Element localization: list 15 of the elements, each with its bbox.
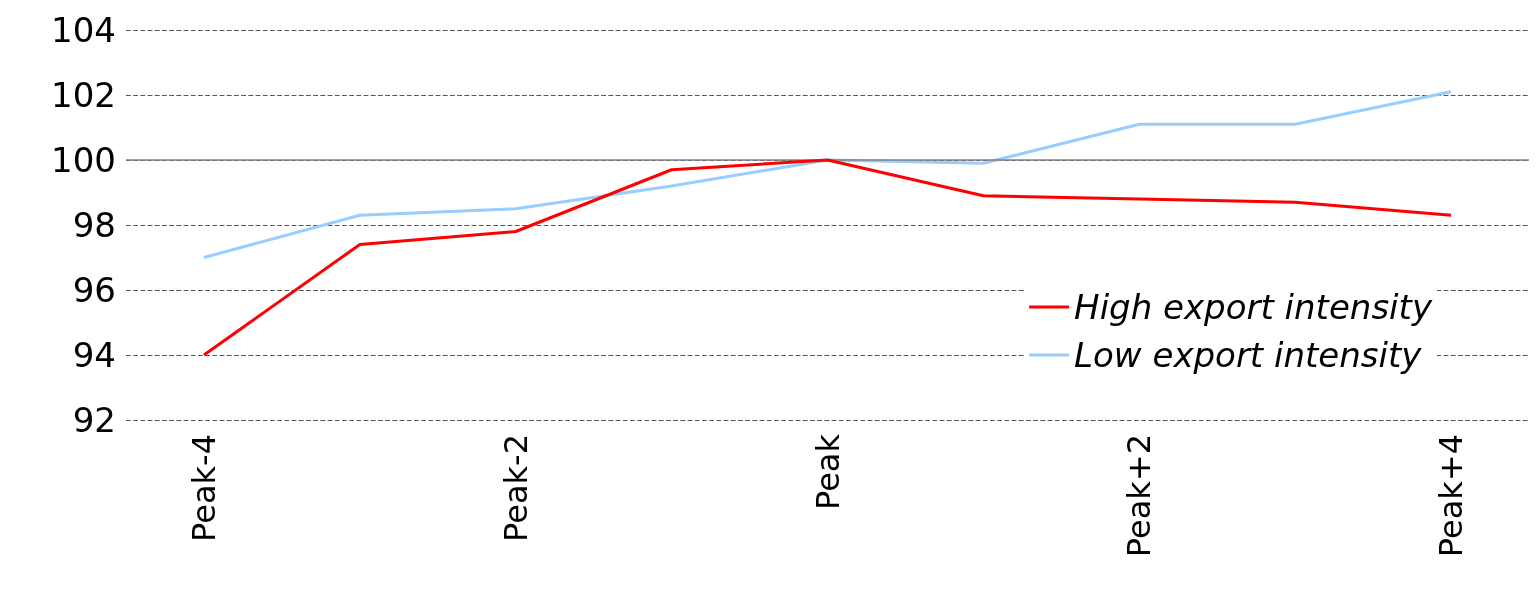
y-tick-label: 102 (51, 75, 116, 115)
x-tick-label: Peak-4 (184, 434, 223, 542)
y-tick-label: 92 (72, 400, 116, 440)
x-tick-label: Peak+4 (1432, 434, 1471, 558)
x-tick-label: Peak+2 (1120, 434, 1159, 558)
legend-label: High export intensity (1074, 287, 1433, 327)
y-tick-label: 96 (72, 270, 116, 310)
y-tick-label: 98 (72, 205, 116, 245)
x-tick-label: Peak (808, 433, 847, 510)
y-tick-label: 104 (51, 10, 116, 50)
x-tick-label: Peak-2 (496, 434, 535, 542)
line-series (202, 90, 1453, 259)
y-tick-label: 100 (51, 140, 116, 180)
legend-label: Low export intensity (1074, 335, 1423, 375)
y-tick-label: 94 (72, 335, 116, 375)
